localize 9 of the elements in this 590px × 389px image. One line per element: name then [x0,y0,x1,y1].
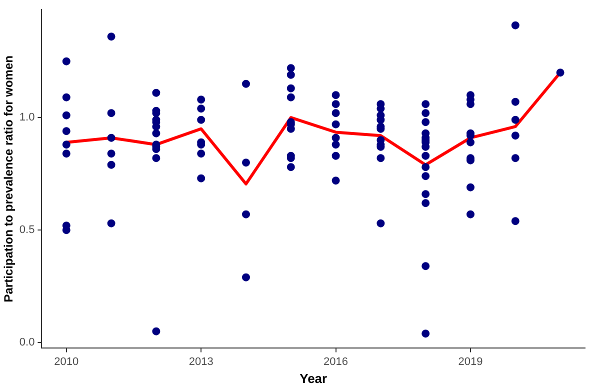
y-tick-label: 1.0 [19,112,35,124]
y-tick-label: 0.0 [19,336,35,349]
y-axis-title: Participation to prevalence ratio for women [2,56,16,302]
x-tick-label: 2010 [54,356,79,368]
x-tick-label: 2016 [324,356,348,368]
x-axis-title: Year [300,370,328,386]
x-tick-label: 2013 [188,356,214,368]
y-tick-label: 0.5 [19,224,35,236]
x-tick-label: 2019 [458,356,483,368]
